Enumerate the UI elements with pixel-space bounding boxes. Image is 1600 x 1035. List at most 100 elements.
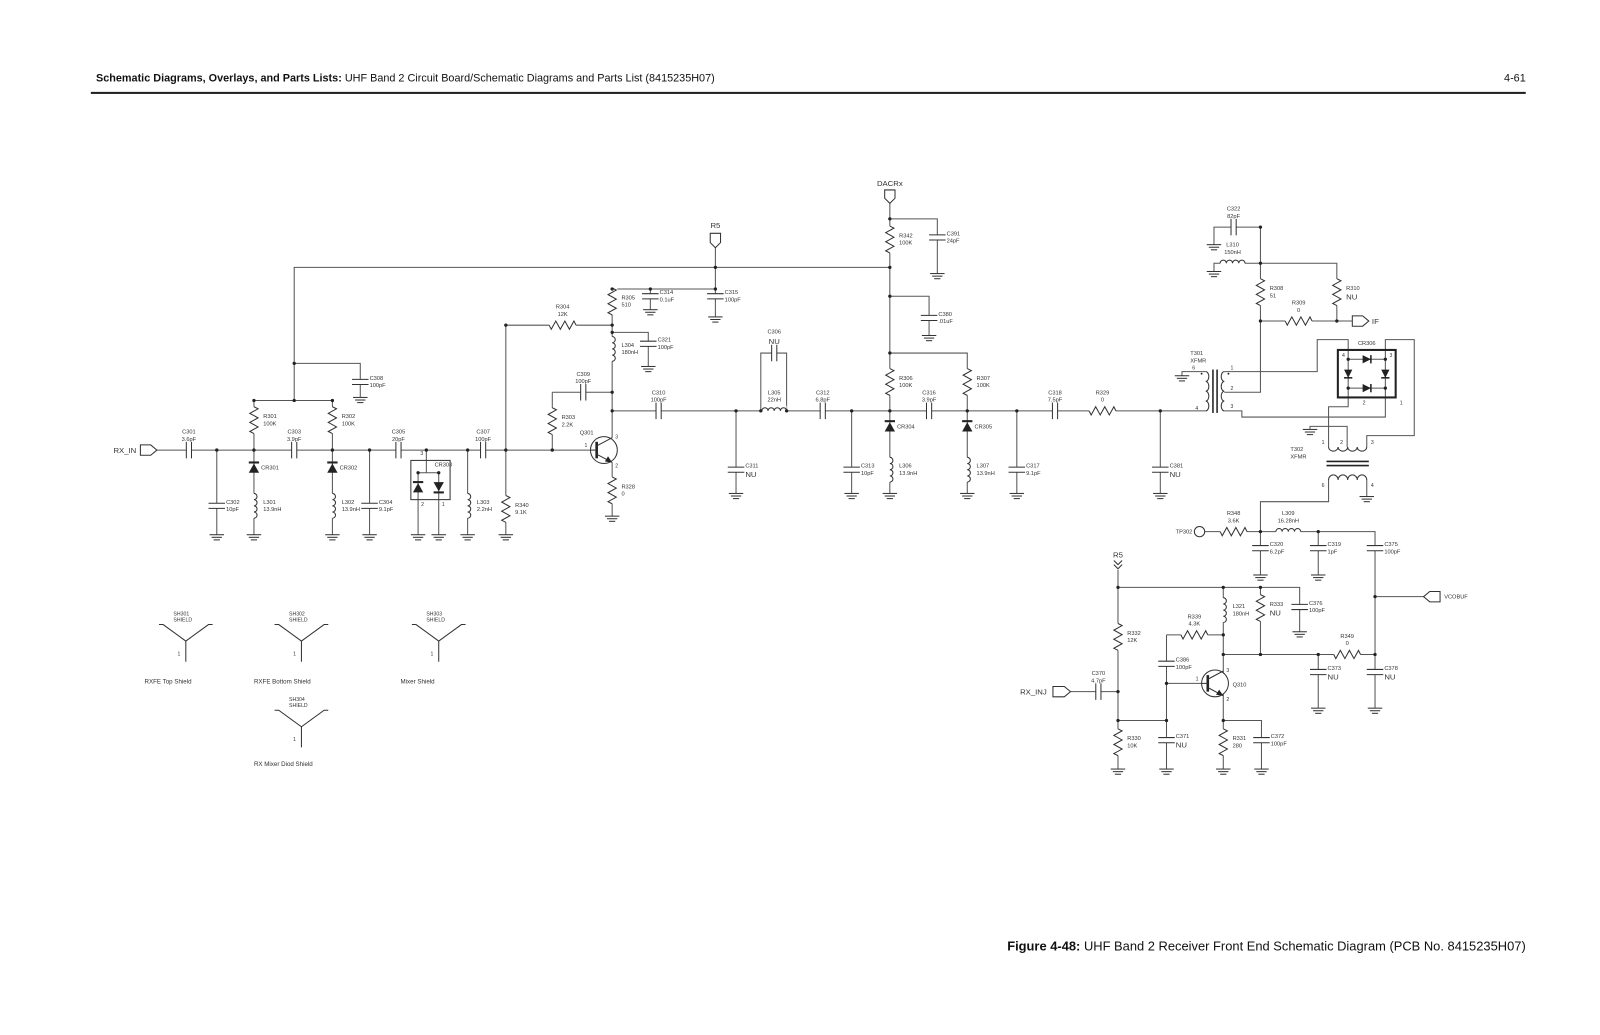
shield-ref: SH303 [426, 611, 442, 617]
port-rx-in[interactable]: RX_IN [113, 444, 158, 456]
component-value: 100pF [575, 379, 592, 385]
junction-dot [1221, 633, 1225, 637]
ground-icon [643, 309, 658, 316]
component-c310: C310 100pF [651, 390, 667, 421]
component-value: 6.2pF [1270, 549, 1285, 555]
pin-number: 6 [1192, 366, 1195, 372]
junction-dot [1158, 409, 1162, 413]
component-ref: R302 [342, 414, 356, 420]
component-value: 3.6pF [182, 437, 197, 443]
port-r5-lower[interactable]: R5 [1113, 550, 1123, 570]
port-label: TP302 [1176, 530, 1193, 536]
port-vcobuf[interactable]: VCOBUF [1422, 590, 1469, 603]
junction-dot [1221, 718, 1225, 723]
ground-icon [641, 365, 656, 373]
junction-dot [1221, 585, 1225, 590]
device-cr303: CR303 3 2 1 [410, 451, 452, 508]
ground-icon [1216, 768, 1231, 775]
junction-dot [416, 471, 420, 475]
ground-icon [1009, 492, 1025, 500]
component-value: NU [1384, 672, 1395, 681]
component-value: 20pF [392, 437, 405, 443]
pin-number: 3 [1231, 404, 1234, 410]
ground-icon [1206, 270, 1222, 278]
component-value: NU [1170, 470, 1181, 479]
component-value: 0.1uF [660, 297, 675, 303]
port-rx-inj[interactable]: RX_INJ [1020, 685, 1072, 698]
device-ref: CR306 [1358, 341, 1376, 347]
junction-dot [1116, 585, 1120, 590]
component-value: 6.8pF [816, 398, 831, 404]
junction-dot [1258, 529, 1263, 534]
component-ref: C319 [1328, 542, 1342, 548]
junction-dot [1258, 652, 1263, 657]
junction-dot [713, 265, 718, 270]
pin-number: 1 [585, 443, 588, 449]
component-value: 100K [899, 383, 912, 389]
ground-icon [1311, 707, 1326, 714]
component-ref: C381 [1170, 464, 1184, 470]
junction-dot [1164, 718, 1169, 723]
component-ref: L305 [768, 390, 781, 396]
figure-label: Figure 4-48: [1007, 939, 1081, 954]
component-value: 10K [1127, 743, 1137, 749]
junction-dot [610, 287, 614, 291]
junction-dot [888, 265, 892, 270]
header-section: Schematic Diagrams, Overlays, and Parts … [96, 72, 342, 85]
junction-dot [610, 409, 614, 413]
junction-dot [504, 448, 508, 452]
component-c316: C316 3.9pF [922, 390, 937, 421]
component-value: 3.9pF [287, 437, 302, 443]
component-r339: R339 4.3K [1180, 614, 1209, 641]
ground-icon [1292, 631, 1307, 638]
port-if[interactable]: IF [1351, 315, 1379, 327]
component-value: 13.9nH [899, 471, 917, 477]
component-value: NU [1176, 740, 1187, 749]
port-dacrx[interactable]: DACRx [877, 179, 903, 205]
component-value: 13.9nH [977, 471, 995, 477]
junction-dot [734, 409, 738, 413]
component-value: 100K [263, 421, 276, 427]
component-value: 100pF [475, 437, 492, 443]
junction-dot [1316, 529, 1320, 534]
pin-number: 1 [1231, 366, 1234, 372]
pin-number: 2 [1226, 697, 1229, 703]
pin-number: 1 [1400, 401, 1403, 407]
component-value: 100pF [1271, 741, 1288, 747]
component-l305: L305 22nH [761, 390, 788, 417]
component-value: 10pF [861, 471, 874, 477]
component-ref: R348 [1227, 511, 1241, 517]
component-ref: L309 [1282, 511, 1295, 517]
ground-icon [1153, 492, 1168, 500]
component-value: 13.9nH [342, 507, 360, 513]
wire [1181, 371, 1206, 376]
component-ref: R304 [556, 305, 570, 311]
component-ref: C303 [287, 430, 301, 436]
junction-dot [965, 409, 969, 413]
component-c380: C380.01uF [919, 312, 953, 325]
test-point-tp302[interactable]: TP302 [1176, 525, 1206, 538]
wire [1309, 425, 1348, 447]
junction-dot [1346, 386, 1350, 390]
port-r5[interactable]: R5 [709, 221, 722, 249]
ground-icon [1110, 768, 1126, 775]
ground-icon [1174, 375, 1190, 382]
component-ref: C310 [652, 390, 666, 396]
component-value: NU [1328, 672, 1339, 681]
junction-dot [759, 409, 763, 413]
shield-ref: SH304 [289, 697, 305, 703]
component-value: NU [769, 337, 780, 346]
